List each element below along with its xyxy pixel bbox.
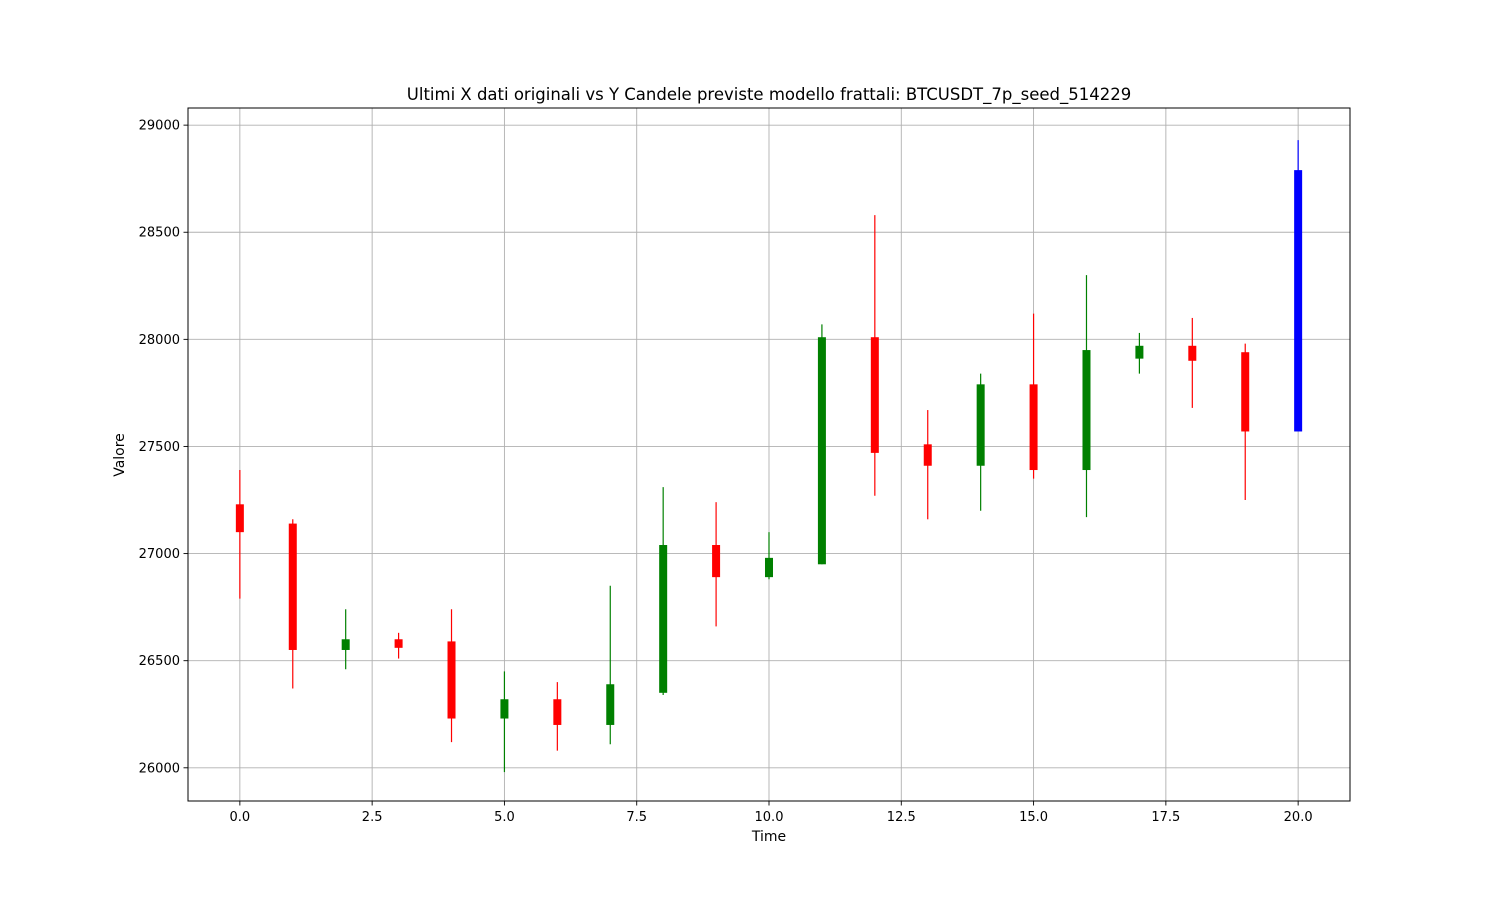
candle-up [1082, 275, 1091, 518]
y-tick-label: 28500 [139, 226, 180, 241]
candle-body [976, 384, 985, 466]
x-tick-label: 10.0 [755, 810, 784, 825]
candle-body [712, 545, 721, 578]
candle-body [1029, 384, 1038, 471]
candle-body [341, 639, 350, 650]
candle-down [235, 470, 244, 599]
x-tick-label: 2.5 [362, 810, 383, 825]
candle-body [870, 337, 879, 453]
grid [188, 108, 1350, 801]
y-tick-label: 27000 [139, 547, 180, 562]
candle-body [1241, 352, 1250, 432]
candle-up [659, 487, 668, 695]
candle-down [712, 502, 721, 627]
y-tick-label: 28000 [139, 333, 180, 348]
candle-down [553, 682, 562, 751]
x-tick-label: 12.5 [887, 810, 916, 825]
candle-down [1188, 317, 1197, 408]
candle-down [923, 410, 932, 520]
candle-up [500, 671, 509, 773]
candle-body [817, 337, 826, 565]
x-tick-label: 0.0 [230, 810, 251, 825]
candle-down [288, 519, 297, 689]
candle-body [553, 699, 562, 725]
candle-body [1188, 345, 1197, 361]
candle-down [394, 632, 403, 659]
chart-title: Ultimi X dati originali vs Y Candele pre… [407, 85, 1131, 105]
candle-body [659, 545, 668, 693]
y-tick-label: 26500 [139, 654, 180, 669]
x-axis-label: Time [751, 829, 786, 845]
candle-body [1082, 350, 1091, 471]
candle-body [923, 444, 932, 466]
candle-up [341, 609, 350, 670]
candle-down [1029, 313, 1038, 479]
candle-down [447, 609, 456, 743]
y-tick-label: 26000 [139, 761, 180, 776]
candle-up [765, 532, 773, 580]
candle-body [500, 699, 509, 719]
candle-down [1241, 343, 1250, 501]
candle-body [1294, 170, 1303, 432]
x-tick-label: 5.0 [494, 810, 515, 825]
x-tick-label: 7.5 [626, 810, 647, 825]
candle-body [1135, 345, 1144, 359]
y-tick-label: 29000 [139, 119, 180, 134]
candles [235, 140, 1303, 773]
candle-up [606, 585, 615, 745]
candle-body [765, 557, 773, 578]
candle-body [235, 504, 244, 533]
candle-up [817, 324, 826, 565]
candle-body [288, 523, 297, 650]
candle-up [1135, 332, 1144, 374]
ticks: 0.0 2.5 5.0 7.5 10.0 12.5 15.0 17.5 20.0 26000 265… [139, 119, 1313, 825]
y-tick-label: 27500 [139, 440, 180, 455]
candle-down [870, 215, 879, 496]
candle-body [606, 684, 615, 725]
candle-body [394, 639, 403, 648]
x-tick-label: 20.0 [1284, 810, 1313, 825]
x-tick-label: 15.0 [1019, 810, 1048, 825]
y-axis-label: Valore [112, 433, 128, 477]
candle-body [447, 641, 456, 719]
x-tick-label: 17.5 [1151, 810, 1180, 825]
candle-forecast [1294, 140, 1303, 432]
candle-up [976, 373, 985, 511]
